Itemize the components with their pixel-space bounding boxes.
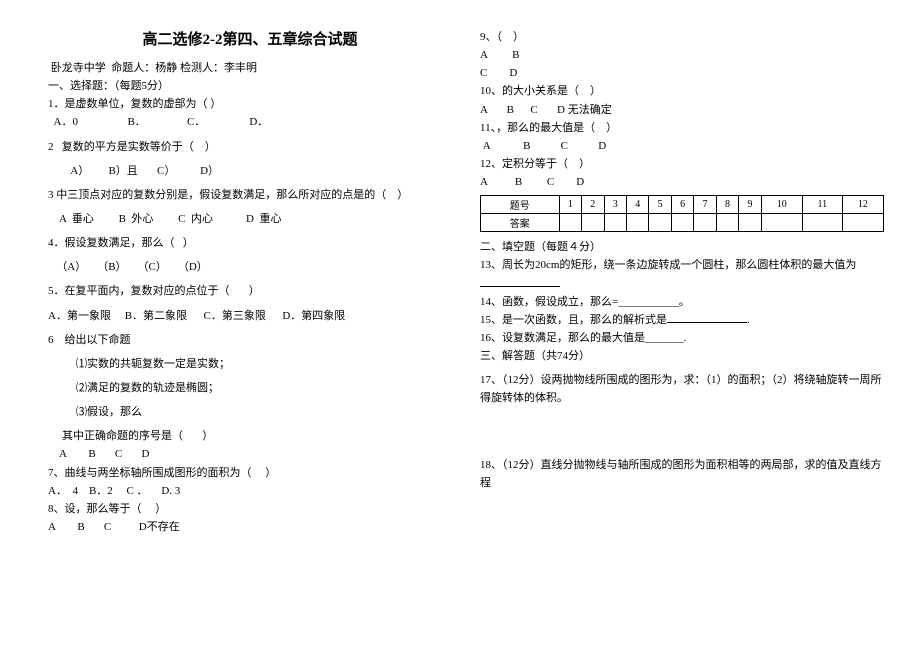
- table-col-num: 12: [842, 196, 883, 214]
- q12-options: A B C D: [480, 173, 884, 191]
- table-answer-cell: [842, 214, 883, 232]
- table-col-num: 1: [559, 196, 581, 214]
- q13: 13、周长为20cm的矩形，绕一条边旋转成一个圆柱，那么圆柱体积的最大值为: [480, 256, 884, 292]
- q13-text: 13、周长为20cm的矩形，绕一条边旋转成一个圆柱，那么圆柱体积的最大值为: [480, 259, 856, 271]
- q4: 4．假设复数满足，那么（ ）: [48, 234, 452, 252]
- q14: 14、函数，假设成立，那么=___________。: [480, 293, 884, 311]
- section-2-heading: 二、填空题（每题４分）: [480, 238, 884, 256]
- q11-options: A B C D: [480, 137, 884, 155]
- table-answer-cell: [559, 214, 581, 232]
- table-header-label: 题号: [481, 196, 560, 214]
- table-answer-cell: [649, 214, 671, 232]
- section-1-heading: 一、选择题：（每题5分）: [48, 77, 452, 95]
- q6-sub3: ⑶假设，那么: [48, 403, 452, 421]
- exam-title: 高二选修2-2第四、五章综合试题: [48, 28, 452, 49]
- left-column: 高二选修2-2第四、五章综合试题 卧龙寺中学 命题人：杨静 检测人：李丰明 一、…: [48, 28, 452, 536]
- q17: 17、（12分）设两抛物线所围成的图形为，求：（1）的面积；（2）将绕轴旋转一周…: [480, 371, 884, 407]
- table-answer-cell: [626, 214, 648, 232]
- q10-options: A B C D 无法确定: [480, 101, 884, 119]
- q10: 10、的大小关系是（ ）: [480, 82, 884, 100]
- q8: 8、设，那么等于（ ）: [48, 500, 452, 518]
- table-col-num: 5: [649, 196, 671, 214]
- table-answer-cell: [802, 214, 842, 232]
- table-answer-cell: [694, 214, 716, 232]
- q4-options: （A） （B） （C） （D）: [48, 258, 452, 276]
- table-col-num: 10: [761, 196, 802, 214]
- q15-text: 15、是一次函数，且，那么的解析式是: [480, 314, 667, 326]
- table-col-num: 2: [582, 196, 604, 214]
- table-answer-cell: [671, 214, 693, 232]
- q3-options: A 垂心 B 外心 C 内心 D 重心: [48, 210, 452, 228]
- table-answer-cell: [604, 214, 626, 232]
- q9: 9、（ ）: [480, 28, 884, 46]
- q9-opts-b: C D: [480, 64, 884, 82]
- answer-table: 题号 1 2 3 4 5 6 7 8 9 10 11 12 答案: [480, 195, 884, 232]
- table-answer-cell: [761, 214, 802, 232]
- q5: 5．在复平面内，复数对应的点位于（ ）: [48, 282, 452, 300]
- table-answer-label: 答案: [481, 214, 560, 232]
- right-column: 9、（ ） A B C D 10、的大小关系是（ ） A B C D 无法确定 …: [480, 28, 884, 536]
- q12: 12、定积分等于（ ）: [480, 155, 884, 173]
- q5-options: A．第一象限 B．第二象限 C．第三象限 D．第四象限: [48, 307, 452, 325]
- table-col-num: 3: [604, 196, 626, 214]
- q18: 18、（12分）直线分抛物线与轴所围成的图形为面积相等的两局部，求的值及直线方程: [480, 456, 884, 492]
- q6: 6 给出以下命题: [48, 331, 452, 349]
- q7-options: A． 4 B．2 C ． D. 3: [48, 482, 452, 500]
- q8-options: A B C D不存在: [48, 518, 452, 536]
- table-answer-cell: [739, 214, 761, 232]
- q1: 1．是虚数单位，复数的虚部为（ ）: [48, 95, 452, 113]
- table-col-num: 9: [739, 196, 761, 214]
- table-col-num: 6: [671, 196, 693, 214]
- table-answer-cell: [582, 214, 604, 232]
- q3: 3 中三顶点对应的复数分别是，假设复数满足，那么所对应的点是的（ ）: [48, 186, 452, 204]
- q6-sub1: ⑴实数的共轭复数一定是实数；: [48, 355, 452, 373]
- q6-sub2: ⑵满足的复数的轨迹是椭圆；: [48, 379, 452, 397]
- table-answer-cell: [716, 214, 738, 232]
- q1-options: A．0 B． C． D．: [48, 113, 452, 131]
- q2: 2 复数的平方是实数等价于（ ）: [48, 138, 452, 156]
- q15: 15、是一次函数，且，那么的解析式是.: [480, 311, 884, 329]
- blank-line: [667, 312, 747, 323]
- q6-sub4: 其中正确命题的序号是（ ）: [48, 427, 452, 445]
- q2-options: A） B）且 C） D）: [48, 162, 452, 180]
- blank-line: [480, 276, 560, 287]
- q16: 16、设复数满足，那么的最大值是_______.: [480, 329, 884, 347]
- table-col-num: 7: [694, 196, 716, 214]
- q11: 11、，那么的最大值是（ ）: [480, 119, 884, 137]
- table-col-num: 8: [716, 196, 738, 214]
- table-col-num: 4: [626, 196, 648, 214]
- q9-opts-a: A B: [480, 46, 884, 64]
- school-line: 卧龙寺中学 命题人：杨静 检测人：李丰明: [48, 59, 452, 77]
- q7: 7、曲线与两坐标轴所围成图形的面积为（ ）: [48, 464, 452, 482]
- table-col-num: 11: [802, 196, 842, 214]
- section-3-heading: 三、解答题（共74分）: [480, 347, 884, 365]
- q6-options: A B C D: [48, 445, 452, 463]
